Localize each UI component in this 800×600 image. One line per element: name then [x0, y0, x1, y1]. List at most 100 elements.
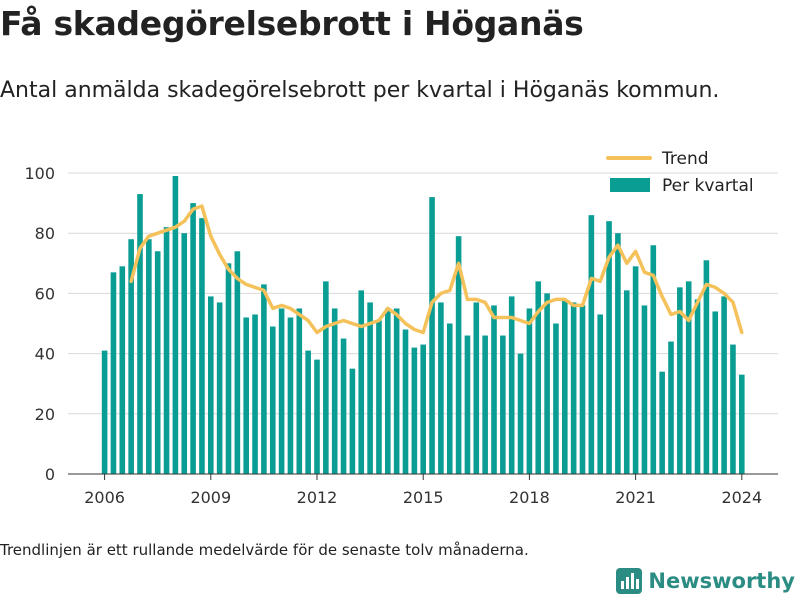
legend-trend-label: Trend [661, 149, 709, 169]
bar [110, 272, 117, 474]
bar [234, 251, 241, 474]
bar [101, 350, 108, 474]
newsworthy-logo-icon [616, 568, 643, 594]
y-tick-label: 60 [35, 284, 55, 303]
bar [579, 305, 586, 474]
brand-name: Newsworthy [648, 569, 795, 593]
bar [199, 218, 205, 474]
bar [208, 296, 214, 474]
bar [677, 287, 683, 474]
bar [429, 197, 435, 474]
bar [216, 302, 223, 474]
bar [446, 323, 453, 474]
bar [385, 308, 391, 474]
legend-bars-swatch [610, 178, 650, 192]
bar [323, 281, 329, 474]
brand-logo[interactable]: Newsworthy [616, 568, 795, 594]
x-axis-ticks: 2006 2009 2012 2015 2018 2021 2024 [84, 474, 762, 507]
bar [455, 236, 462, 474]
bar [659, 371, 665, 474]
bar [438, 302, 444, 474]
bar [730, 344, 736, 474]
bar [128, 239, 134, 474]
bar [252, 314, 258, 474]
bar [393, 308, 400, 474]
bar [163, 227, 170, 474]
bar [721, 296, 727, 474]
bar [482, 335, 488, 474]
bar [340, 338, 347, 474]
trend-line [129, 204, 744, 335]
y-tick-label: 40 [35, 345, 55, 364]
bar [544, 293, 550, 474]
bar [606, 221, 612, 474]
bar [517, 353, 524, 474]
bar [411, 347, 418, 474]
bar [570, 302, 577, 474]
bar [420, 344, 426, 474]
bar [154, 251, 161, 474]
bar [331, 308, 338, 474]
bar [491, 305, 497, 474]
bar [739, 374, 745, 474]
bar [650, 245, 657, 474]
bar [632, 266, 639, 474]
bar [137, 194, 143, 474]
footnote: Trendlinjen är ett rullande medelvärde f… [0, 541, 529, 559]
bar [500, 335, 506, 474]
y-tick-label: 20 [35, 405, 55, 424]
bar [349, 368, 356, 474]
bar-series [101, 176, 745, 474]
bar [146, 239, 152, 474]
chart-title: Få skadegörelsebrott i Höganäs [0, 4, 584, 43]
legend-bars-label: Per kvartal [662, 176, 754, 196]
legend: Trend Per kvartal [606, 149, 754, 196]
bar [703, 260, 710, 474]
bar [376, 320, 382, 474]
bar [562, 299, 568, 474]
bar [367, 302, 373, 474]
bar [623, 290, 630, 474]
bar [641, 305, 648, 474]
chart: 0 20 40 60 80 100 2006 2009 2012 2015 2018 2021 202… [24, 149, 778, 507]
bar [296, 308, 303, 474]
x-tick-label: 2021 [615, 488, 656, 507]
bar [464, 335, 471, 474]
bar [278, 308, 285, 474]
x-tick-label: 2009 [190, 488, 231, 507]
chart-subtitle: Antal anmälda skadegörelsebrott per kvar… [0, 78, 720, 103]
bar [553, 323, 559, 474]
bar [535, 281, 542, 474]
y-tick-label: 80 [35, 224, 55, 243]
x-tick-label: 2015 [403, 488, 444, 507]
bar [119, 266, 126, 474]
bar [172, 176, 179, 474]
y-tick-label: 100 [24, 164, 55, 183]
bar [358, 290, 365, 474]
bar [597, 314, 603, 474]
x-tick-label: 2024 [721, 488, 762, 507]
x-tick-label: 2006 [84, 488, 125, 507]
y-tick-label: 0 [45, 465, 55, 484]
bar [269, 326, 276, 474]
bar [190, 203, 196, 474]
bar [225, 263, 232, 474]
bar [588, 215, 595, 474]
trend-series [129, 204, 744, 335]
bar [314, 359, 320, 474]
x-tick-label: 2018 [509, 488, 550, 507]
bar [243, 317, 249, 474]
bar [287, 317, 294, 474]
bar [402, 329, 409, 474]
bar [181, 233, 188, 474]
bar [668, 341, 674, 474]
bar [261, 284, 267, 474]
bar [685, 281, 692, 474]
x-tick-label: 2012 [297, 488, 338, 507]
bar [615, 233, 621, 474]
bar [526, 308, 533, 474]
bar [694, 299, 701, 474]
bar [712, 311, 719, 474]
bar [473, 302, 480, 474]
bar [508, 296, 515, 474]
